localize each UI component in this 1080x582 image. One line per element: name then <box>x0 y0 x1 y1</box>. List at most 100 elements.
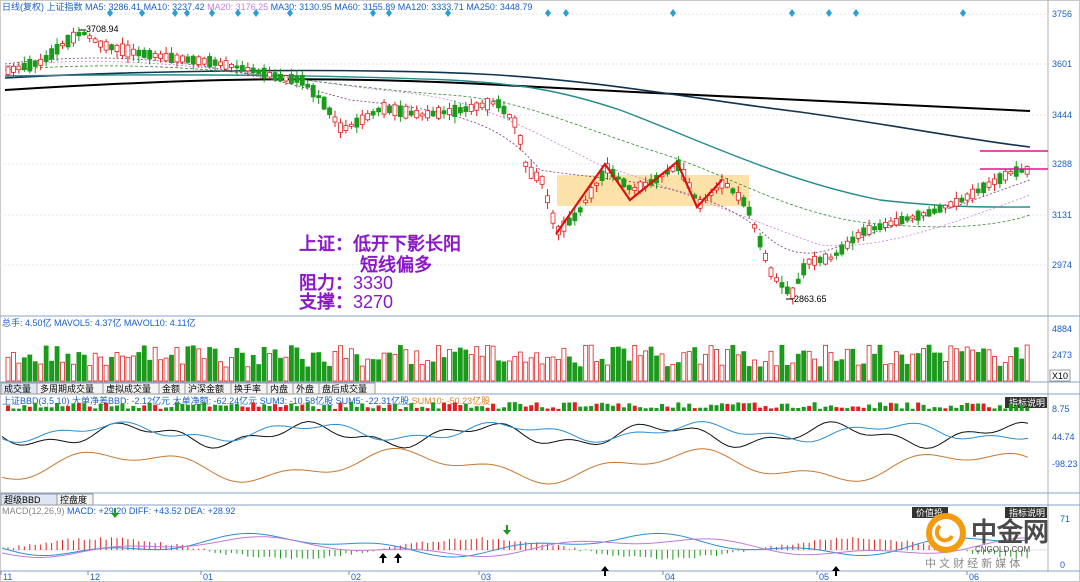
bbd-bar <box>267 405 272 411</box>
bbd-help-badge[interactable] <box>1005 397 1047 408</box>
bbd-bar <box>273 404 278 411</box>
bbd-bar <box>534 402 539 411</box>
bbd-bar <box>196 403 201 411</box>
candle-body <box>250 67 256 74</box>
volume-bar <box>414 350 420 382</box>
bbd-bar <box>169 407 174 411</box>
bbd-bar <box>921 404 926 411</box>
volume-bar <box>506 360 512 382</box>
bbd-bar <box>174 402 179 411</box>
bbd-bar <box>491 403 496 411</box>
bbd-bar <box>294 406 299 411</box>
candle-body <box>316 95 322 99</box>
volume-bar <box>343 358 349 382</box>
ma30-line <box>4 65 1031 228</box>
candle-body <box>130 48 136 56</box>
volume-bar <box>959 351 965 382</box>
bbd-bar <box>507 402 512 411</box>
candle-body <box>763 252 768 261</box>
event-marker-icon <box>139 9 145 17</box>
event-marker-icon <box>386 9 392 17</box>
volume-bar <box>659 353 665 382</box>
volume-bar <box>43 345 49 382</box>
high-label: 3708.94 <box>86 24 119 34</box>
main-indicator-header: 日线(复权) 上证指数 MA5: 3286.41 MA10: 3237.42 M… <box>2 1 532 12</box>
volume-bar <box>877 344 883 382</box>
volume-bar <box>463 349 469 382</box>
candle-body <box>992 178 997 185</box>
x-tick-label: 01 <box>203 572 213 582</box>
volume-bar <box>539 363 545 382</box>
bbd-bar <box>65 405 70 411</box>
bbd-bar <box>725 403 730 411</box>
volume-bar <box>577 366 583 382</box>
macd-badge-1[interactable] <box>912 507 948 518</box>
bbd-sum10-line <box>1 448 1029 485</box>
volume-bar <box>365 358 371 382</box>
volume-bar <box>725 349 730 382</box>
candle-body <box>975 188 981 194</box>
candle-body <box>937 205 943 213</box>
candle-body <box>844 240 850 249</box>
macd-header-item: MACD(12,26,9) <box>2 506 65 516</box>
volume-bar <box>801 350 807 382</box>
volume-bar <box>708 345 714 382</box>
volume-bar <box>376 359 382 382</box>
volume-y-axis: 4884 2473 <box>1052 324 1072 360</box>
bbd-bar <box>801 406 806 411</box>
candle-body <box>163 52 169 62</box>
candle-body <box>594 182 599 186</box>
volume-bar <box>196 348 202 382</box>
candle-body <box>485 98 491 111</box>
candle-body <box>948 201 954 208</box>
x-tick-label: 06 <box>969 572 979 582</box>
bbd-tab[interactable] <box>56 493 94 506</box>
candle-body <box>376 107 382 113</box>
bbd-bar <box>485 407 490 411</box>
bbd-bar <box>16 408 21 411</box>
volume-bar <box>975 352 981 382</box>
bbd-help-badge-label: 指标说明 <box>1009 397 1045 408</box>
bbd-bar <box>38 407 43 411</box>
candle-body <box>179 55 185 63</box>
volume-bar <box>338 345 343 382</box>
candle-body <box>212 59 218 66</box>
bbd-bar <box>981 403 986 411</box>
x-tick-label: 04 <box>665 572 675 582</box>
volume-bar <box>812 358 817 382</box>
candle-body <box>430 110 436 117</box>
volume-bar <box>207 347 213 382</box>
bbd-bar <box>452 402 457 411</box>
volume-bar <box>447 349 452 382</box>
bbd-bar <box>202 402 207 411</box>
volume-bar <box>561 347 567 382</box>
volume-tab[interactable] <box>318 382 376 395</box>
macd-dea-line <box>1 536 1029 559</box>
volume-bar <box>626 360 632 382</box>
volume-bar <box>779 344 785 382</box>
macd-lines <box>1 532 1029 559</box>
bbd-bar <box>420 406 425 411</box>
volume-bar <box>387 352 392 382</box>
volume-bar <box>899 354 905 382</box>
candle-body <box>463 106 469 113</box>
macd-badge-2[interactable] <box>1005 507 1047 518</box>
volume-bars <box>5 344 1030 382</box>
main-header-item: MA10: 3237.42 <box>141 2 205 12</box>
volume-tab-label: 外盘 <box>296 383 314 394</box>
candle-body <box>577 207 583 213</box>
buy-arrow-icon <box>832 566 840 576</box>
candle-body <box>997 173 1003 185</box>
volume-bar <box>632 345 638 382</box>
event-marker-icon <box>172 9 178 17</box>
candle-body <box>817 256 823 264</box>
bbd-header-item: SUM3: -10.58亿股 <box>257 395 333 406</box>
candle-body <box>953 197 959 207</box>
candle-body <box>861 227 867 236</box>
bbd-bar <box>33 402 38 411</box>
bbd-bar <box>392 403 397 411</box>
volume-bar <box>926 344 932 382</box>
bbd-bar <box>894 403 899 411</box>
volume-bar <box>823 344 828 382</box>
volume-bar <box>310 352 316 382</box>
